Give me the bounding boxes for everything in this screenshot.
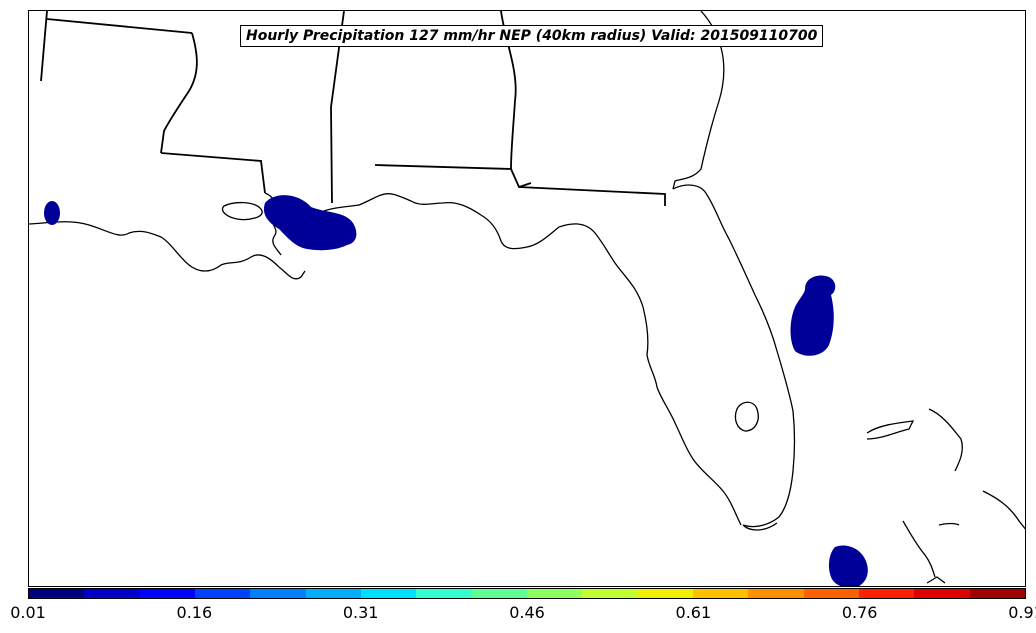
arkansas-louisiana-border xyxy=(46,18,193,34)
colorbar-segment xyxy=(969,589,1025,598)
bahamas-small-island xyxy=(938,522,960,526)
map-panel: Hourly Precipitation 127 mm/hr NEP (40km… xyxy=(28,10,1026,587)
colorbar-segment xyxy=(305,589,361,598)
map-svg xyxy=(29,11,1025,586)
colorbar-segment xyxy=(250,589,306,598)
colorbar-segment xyxy=(637,589,693,598)
precip-area-atlantic xyxy=(790,275,836,356)
colorbar-segment xyxy=(914,589,970,598)
colorbar-segment xyxy=(858,589,915,598)
colorbar-segment xyxy=(139,589,195,598)
bahamas-cat-island xyxy=(982,490,1025,530)
bahamas-andros xyxy=(866,420,915,440)
mississippi-alabama-coast xyxy=(314,193,560,250)
florida-keys xyxy=(742,522,778,531)
florida-big-bend xyxy=(558,223,742,526)
colorbar-segment xyxy=(360,589,417,598)
alabama-florida-border xyxy=(374,164,666,206)
colorbar xyxy=(28,588,1026,599)
precip-area-louisiana-delta xyxy=(263,195,357,251)
precip-area-louisiana-west xyxy=(44,201,60,225)
lake-okeechobee xyxy=(734,401,759,432)
colorbar-segment xyxy=(416,589,472,598)
louisiana-coast xyxy=(29,221,306,280)
colorbar-segment xyxy=(84,589,140,598)
precip-area-cuba xyxy=(828,545,868,586)
colorbar-tick-label: 0.76 xyxy=(841,603,878,622)
colorbar-segment xyxy=(194,589,251,598)
bahamas-eleuthera xyxy=(928,408,963,472)
colorbar-segment xyxy=(803,589,859,598)
colorbar-tick-label: 0.16 xyxy=(176,603,213,622)
louisiana-mississippi-border xyxy=(40,11,266,194)
colorbar-segment xyxy=(582,589,638,598)
georgia-florida-border xyxy=(518,182,532,188)
florida-atlantic-coast xyxy=(672,184,796,528)
lake-pontchartrain xyxy=(221,201,263,221)
colorbar-segment xyxy=(29,589,85,598)
coastline xyxy=(29,11,1025,584)
colorbar-segment xyxy=(692,589,749,598)
precip-areas xyxy=(44,195,868,586)
cuba-north-edge xyxy=(926,576,946,584)
colorbar-tick-label: 0.61 xyxy=(675,603,712,622)
map-title: Hourly Precipitation 127 mm/hr NEP (40km… xyxy=(240,25,824,47)
colorbar-tick-label: 0.46 xyxy=(509,603,545,622)
colorbar-tick-label: 0.91 xyxy=(1008,603,1036,622)
colorbar-tick-label: 0.31 xyxy=(342,603,379,622)
colorbar-tick-label: 0.01 xyxy=(10,603,46,622)
colorbar-segment xyxy=(526,589,583,598)
colorbar-segment xyxy=(748,589,804,598)
colorbar-segment xyxy=(471,589,527,598)
bahamas-exuma xyxy=(902,520,936,578)
mississippi-river-border xyxy=(160,32,198,154)
